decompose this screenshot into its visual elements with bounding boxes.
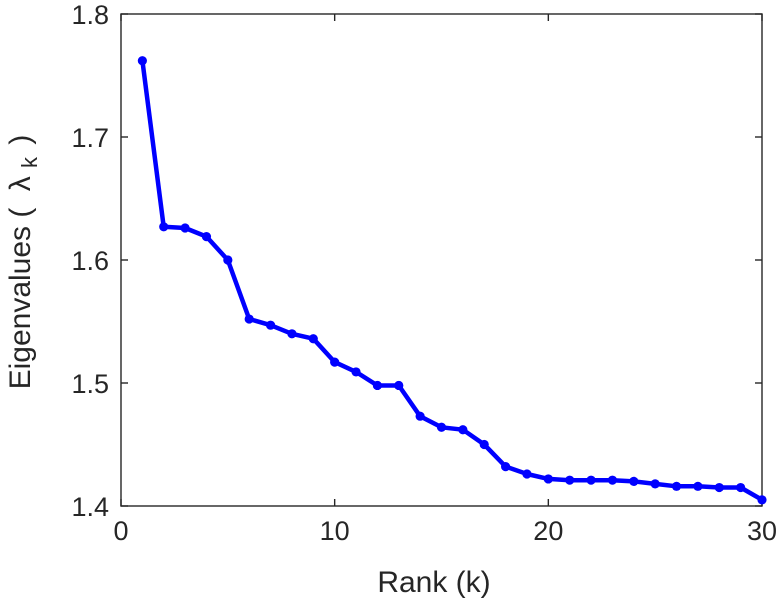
y-axis-title-subscript: k	[17, 156, 42, 168]
plot-area	[120, 13, 763, 507]
data-point	[522, 469, 532, 479]
data-point	[223, 255, 233, 265]
axis-ticks	[120, 13, 763, 507]
y-axis-title-symbol: λ	[4, 176, 37, 191]
data-point	[308, 334, 318, 344]
x-axis-title: Rank (k)	[377, 566, 490, 599]
data-point	[543, 474, 553, 484]
data-point	[501, 462, 511, 472]
plot-frame	[120, 13, 763, 507]
x-tick-label: 10	[320, 516, 350, 546]
series-line	[140, 58, 765, 503]
data-point	[137, 56, 147, 66]
data-point	[415, 411, 425, 421]
data-point	[693, 481, 703, 491]
x-tick-label: 20	[533, 516, 563, 546]
data-point	[714, 482, 724, 493]
data-point	[287, 329, 297, 339]
data-point	[201, 232, 212, 242]
axis-tick-labels: 0 10 20 30 1.4 1.5 1.6 1.7 1.8	[71, 0, 777, 546]
data-point	[736, 482, 746, 493]
y-axis-title: Eigenvalues ( λ k )	[4, 135, 44, 390]
y-axis-title-close: )	[4, 135, 37, 145]
data-point	[372, 380, 382, 391]
data-point	[330, 357, 340, 367]
data-point	[607, 475, 618, 485]
data-point	[351, 367, 361, 377]
data-point	[565, 475, 575, 485]
y-tick-label: 1.4	[71, 492, 109, 522]
y-tick-label: 1.7	[71, 123, 109, 153]
data-point	[394, 380, 404, 391]
data-point	[159, 222, 169, 232]
data-point	[757, 495, 767, 505]
series-group	[137, 56, 767, 505]
data-point	[650, 479, 660, 489]
y-axis-title-text: Eigenvalues (	[4, 208, 37, 390]
data-point	[436, 422, 447, 432]
data-point	[586, 475, 596, 485]
data-point	[671, 481, 682, 491]
data-point	[180, 223, 190, 233]
y-tick-label: 1.8	[71, 0, 109, 30]
x-tick-label: 30	[747, 516, 777, 546]
x-tick-label: 0	[113, 516, 128, 546]
data-point	[629, 476, 639, 486]
y-tick-label: 1.5	[71, 369, 109, 399]
data-point	[458, 425, 468, 435]
data-point	[265, 320, 276, 330]
data-point	[244, 314, 254, 324]
y-tick-label: 1.6	[71, 246, 109, 276]
data-point	[479, 439, 489, 450]
